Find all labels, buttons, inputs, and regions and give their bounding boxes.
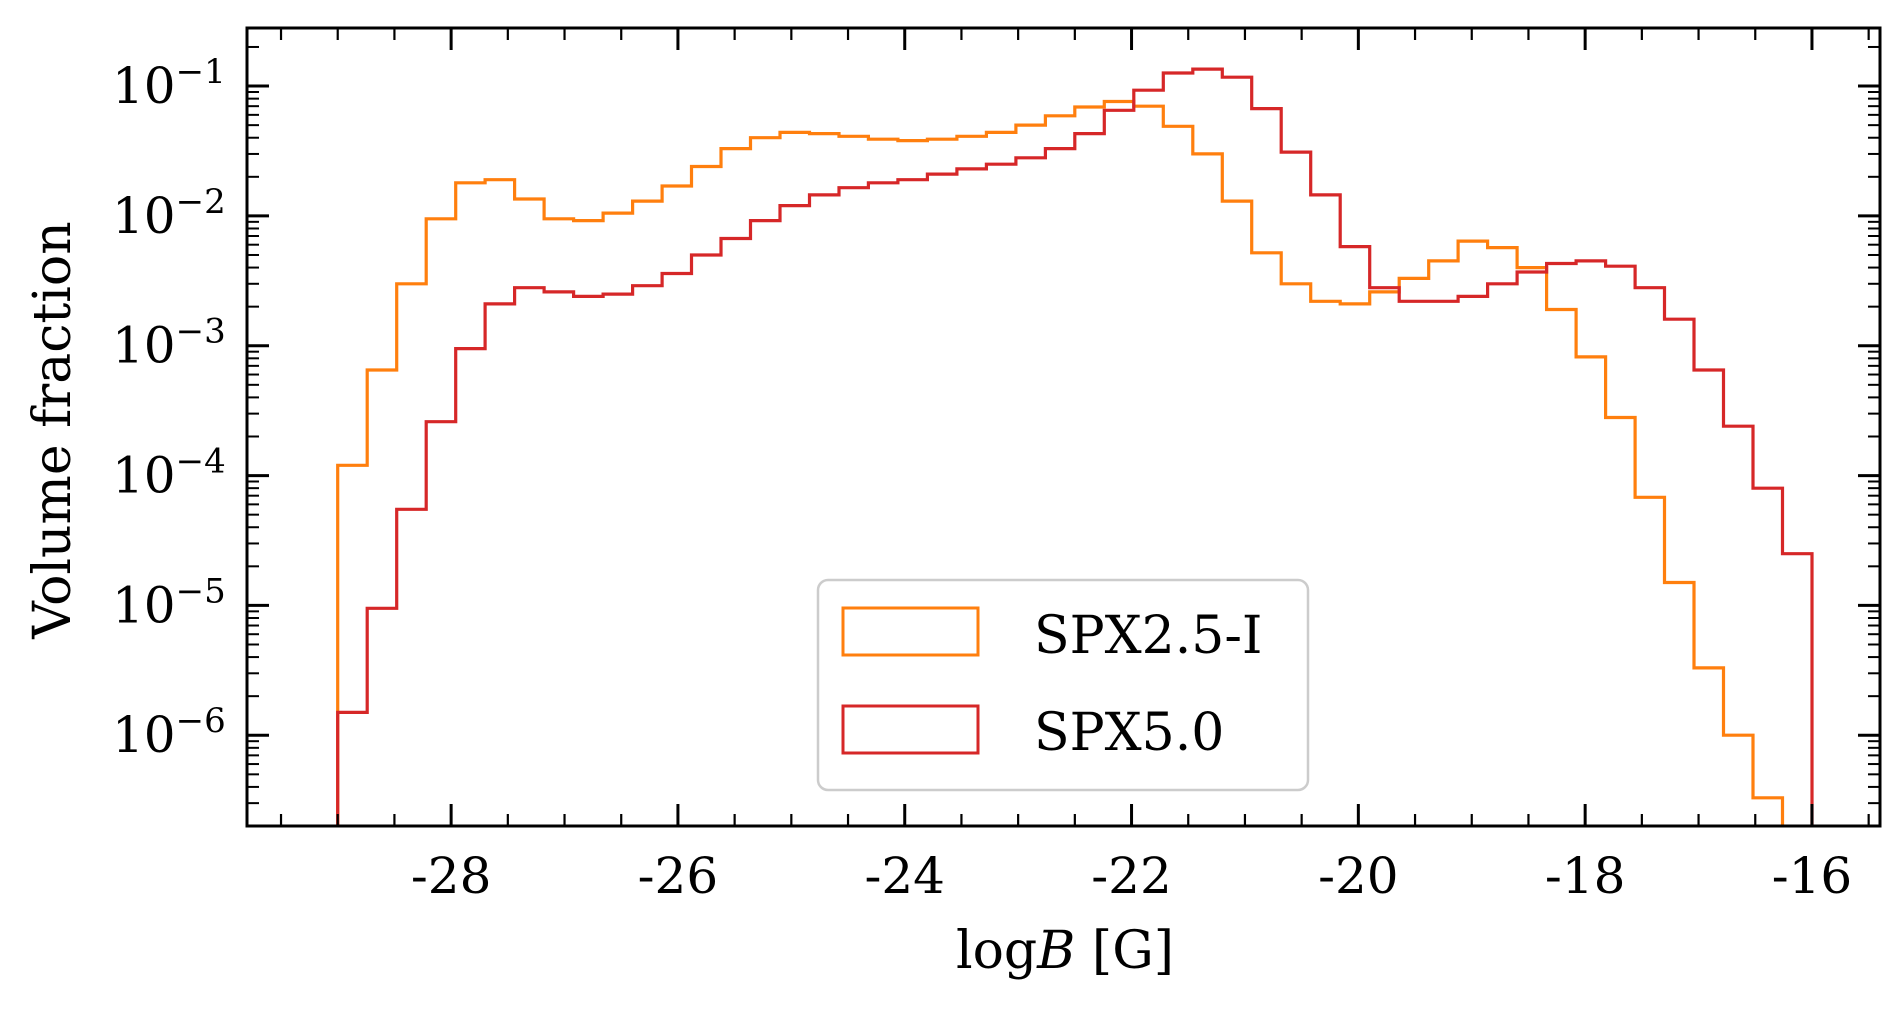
x-axis-title-suffix: [G] [1075, 921, 1174, 981]
x-tick-label: -22 [1091, 847, 1172, 905]
plot-frame [245, 26, 1882, 828]
x-tick-label: -16 [1772, 847, 1853, 905]
y-tick-label: 10−3 [112, 312, 226, 375]
x-tick-label: -26 [638, 847, 719, 905]
legend-label-spx2-5-i: SPX2.5-I [1034, 606, 1262, 666]
ticks-layer [247, 28, 1880, 827]
series-layer [336, 67, 1814, 826]
legend: SPX2.5-I SPX5.0 [816, 578, 1310, 792]
y-tick-label: 10−5 [112, 571, 226, 634]
y-tick-labels: 10−6 10−5 10−4 10−3 10−2 10−1 [112, 52, 226, 764]
x-axis-title-var: B [1036, 921, 1075, 981]
x-tick-labels: -28 -26 -24 -22 -20 -18 -16 [411, 847, 1852, 905]
series-line-spx5-0 [336, 67, 1814, 826]
y-tick-label: 10−2 [112, 182, 226, 245]
y-tick-label: 10−6 [112, 701, 226, 764]
x-tick-label: -24 [864, 847, 945, 905]
x-tick-label: -28 [411, 847, 492, 905]
x-axis-title-prefix: log [956, 921, 1037, 981]
legend-swatch-spx2-5-i [841, 606, 980, 657]
y-tick-label: 10−4 [112, 442, 226, 505]
x-tick-label: -18 [1545, 847, 1626, 905]
legend-swatch-spx5-0 [841, 704, 980, 755]
y-axis-title: Volume fraction [23, 221, 83, 639]
y-tick-label: 10−1 [112, 52, 226, 115]
legend-label-spx5-0: SPX5.0 [1034, 703, 1224, 763]
x-axis-title: logB [G] [956, 921, 1174, 981]
legend-frame [816, 578, 1310, 792]
series-line-spx2-5-i [336, 99, 1785, 826]
x-tick-label: -20 [1318, 847, 1399, 905]
